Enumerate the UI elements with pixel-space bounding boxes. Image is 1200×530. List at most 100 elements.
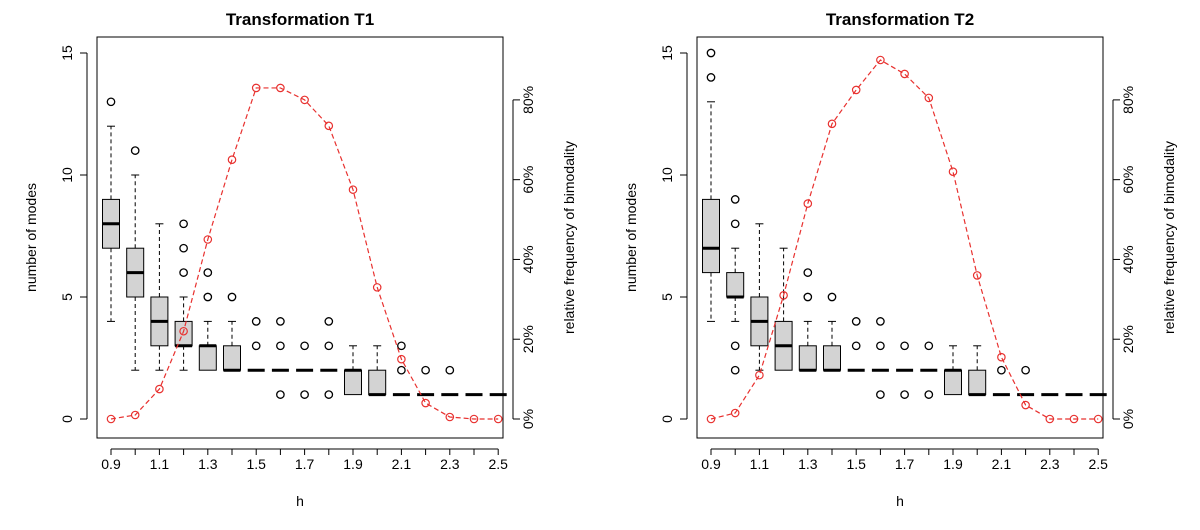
x-tick-label: 2.3 <box>1040 456 1060 472</box>
outlier-point <box>300 341 309 351</box>
y2-tick-label: 40% <box>1120 245 1136 273</box>
outlier-point <box>730 365 740 375</box>
x-tick-label: 1.1 <box>150 456 170 472</box>
outlier-point <box>803 292 813 302</box>
outlier-point <box>900 341 909 351</box>
bimodality-line <box>710 59 1099 420</box>
bimodality-line <box>110 87 499 420</box>
y2-tick-label: 80% <box>1120 86 1136 114</box>
chart-title: Transformation T2 <box>826 10 974 29</box>
bimodality-point <box>706 414 716 424</box>
outlier-point <box>276 390 285 399</box>
y2-tick-label: 20% <box>520 325 536 353</box>
boxplot <box>968 345 987 397</box>
outlier-point <box>106 97 116 107</box>
outlier-point <box>276 341 285 351</box>
outlier-point <box>730 195 740 204</box>
bimodality-point <box>397 354 406 364</box>
bimodality-point <box>106 414 116 424</box>
bimodality-point <box>276 83 285 93</box>
y-tick-label: 15 <box>59 45 75 61</box>
bimodality-point <box>1045 414 1055 424</box>
y2-tick-label: 0% <box>1120 409 1136 429</box>
x-tick-label: 1.5 <box>846 456 866 472</box>
boxplot <box>992 365 1010 397</box>
outlier-point <box>227 292 237 302</box>
bimodality-point <box>827 119 837 129</box>
boxplot <box>896 341 914 399</box>
outlier-point <box>203 292 213 302</box>
outlier-point <box>445 365 455 375</box>
x-tick-label: 1.3 <box>198 456 218 472</box>
boxplot <box>920 341 938 399</box>
bimodality-point <box>348 185 358 194</box>
bimodality-point <box>300 95 309 105</box>
outlier-point <box>876 317 885 326</box>
bimodality-point <box>179 326 188 336</box>
outlier-point <box>924 341 934 351</box>
y-tick-label: 15 <box>659 45 675 61</box>
boxplot <box>871 317 889 399</box>
x-tick-label: 2.3 <box>440 456 460 472</box>
bimodality-point <box>924 93 934 103</box>
chart-panel-t1: Transformation T1 0 5 10 15 number of modes 0%… <box>23 10 577 509</box>
bimodality-point <box>445 412 455 422</box>
outlier-point <box>997 365 1006 375</box>
x-tick-label: 0.9 <box>101 456 121 472</box>
y2-tick-label: 80% <box>520 86 536 114</box>
x-tick-label: 0.9 <box>701 456 721 472</box>
x-tick-label: 1.5 <box>246 456 266 472</box>
outlier-point <box>706 73 716 82</box>
bimodality-point <box>948 167 958 176</box>
plot-frame <box>96 36 504 439</box>
outlier-point <box>803 268 813 277</box>
y2-tick-label: 40% <box>520 245 536 273</box>
outlier-point <box>179 243 188 253</box>
y2-tick-label: 0% <box>520 409 536 429</box>
boxplot <box>823 292 841 372</box>
bimodality-point <box>972 271 982 280</box>
box <box>198 345 217 371</box>
outlier-point <box>324 390 334 399</box>
boxplot <box>702 48 720 322</box>
outlier-point <box>179 219 188 229</box>
outlier-point <box>730 219 740 229</box>
boxplot <box>417 365 435 397</box>
boxplot <box>726 195 745 375</box>
outlier-point <box>876 341 885 351</box>
boxplot <box>174 219 193 371</box>
bimodality-point <box>803 199 813 208</box>
y2-axis-label: relative frequency of bimodality <box>1161 141 1177 334</box>
y-axis-label: number of modes <box>623 183 639 292</box>
outlier-point <box>397 365 406 375</box>
boxplot <box>441 365 459 397</box>
boxplot <box>271 317 289 399</box>
x-tick-label: 1.1 <box>750 456 770 472</box>
bimodality-point <box>493 414 503 424</box>
bimodality-point <box>203 235 213 244</box>
outlier-point <box>397 341 406 351</box>
outlier-point <box>179 268 188 277</box>
outlier-point <box>324 317 334 326</box>
outlier-point <box>324 341 334 351</box>
boxplot <box>944 345 962 396</box>
x-axis-label: h <box>296 493 304 509</box>
outlier-point <box>251 341 261 351</box>
y-axis-label: number of modes <box>23 183 39 292</box>
y2-tick-label: 60% <box>1120 166 1136 194</box>
box <box>823 345 841 371</box>
bimodality-point <box>372 283 382 292</box>
x-tick-label: 1.9 <box>343 456 363 472</box>
chart-panel-t2: Transformation T2 0 5 10 15 number of modes 0%… <box>623 10 1177 509</box>
outlier-point <box>1021 365 1030 375</box>
boxplot <box>750 223 769 371</box>
x-tick-label: 2.5 <box>1088 456 1108 472</box>
bimodality-point <box>227 155 237 165</box>
y-tick-label: 5 <box>59 293 75 301</box>
outlier-point <box>924 390 934 399</box>
outlier-point <box>276 317 285 326</box>
bimodality-point <box>251 83 261 93</box>
boxplot <box>392 341 410 397</box>
bimodality-point <box>324 121 334 131</box>
plot-frame <box>696 36 1104 439</box>
